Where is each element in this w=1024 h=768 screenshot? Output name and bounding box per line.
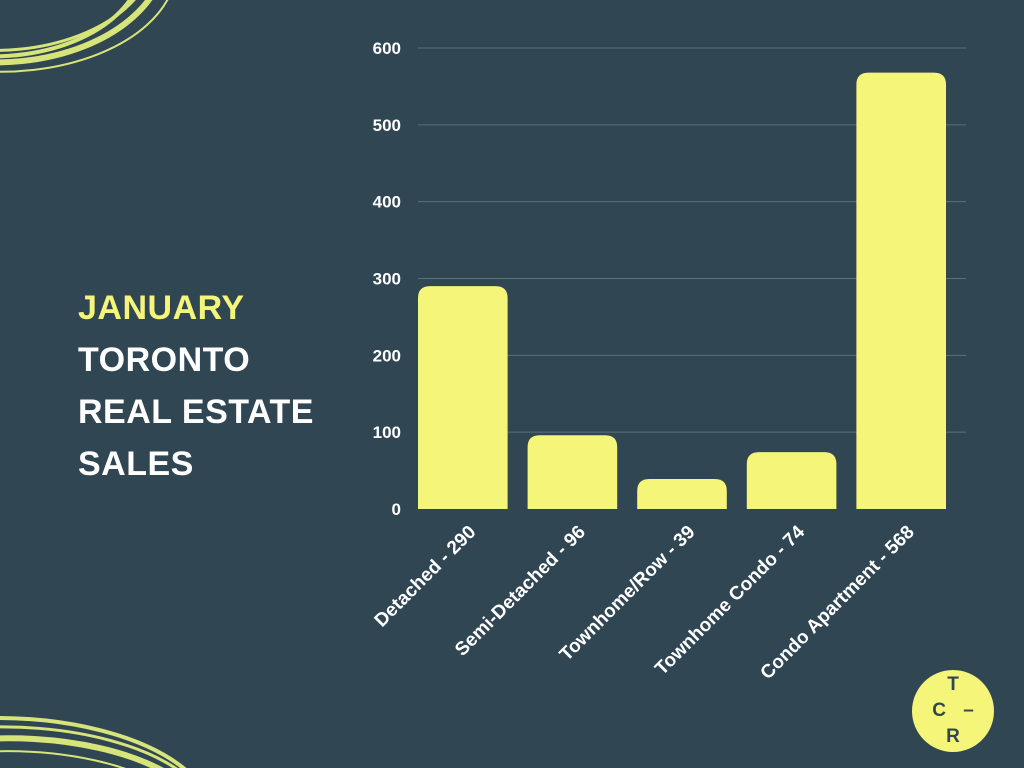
bar-3: [637, 479, 727, 509]
bar-4: [746, 452, 837, 509]
title-subject: REAL ESTATE: [78, 393, 314, 431]
title-sales: SALES: [78, 445, 194, 483]
tcr-logo: T C – R: [912, 670, 994, 752]
y-tick-label: 300: [373, 270, 401, 289]
title-month: JANUARY: [78, 289, 245, 327]
bar-2: [527, 435, 618, 509]
title-city: TORONTO: [78, 341, 251, 379]
y-tick-label: 200: [373, 346, 401, 365]
chart-title: JANUARY TORONTO REAL ESTATE SALES: [78, 282, 314, 490]
bar-1: [418, 286, 508, 509]
y-tick-label: 100: [373, 423, 401, 442]
y-tick-label: 400: [373, 193, 401, 212]
top-left-swirl: [0, 0, 169, 73]
bottom-left-swirl: [0, 715, 187, 768]
y-tick-label: 0: [392, 500, 401, 519]
bar-5: [856, 72, 946, 509]
y-tick-label: 500: [373, 116, 401, 135]
logo-text: T C – R: [932, 674, 980, 747]
y-tick-label: 600: [373, 39, 401, 58]
x-category-label: Detached - 290: [371, 522, 481, 632]
